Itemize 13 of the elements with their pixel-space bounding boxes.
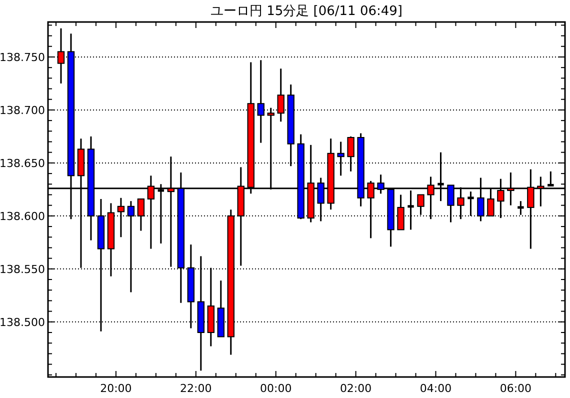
x-tick-label: 04:00 bbox=[420, 382, 452, 395]
x-tick-label: 02:00 bbox=[340, 382, 372, 395]
x-tick-label: 20:00 bbox=[100, 382, 132, 395]
x-tick-label: 22:00 bbox=[180, 382, 212, 395]
y-tick-label: 138.500 bbox=[0, 316, 45, 329]
y-tick-label: 138.700 bbox=[0, 104, 45, 117]
y-tick-label: 138.550 bbox=[0, 262, 45, 276]
y-tick-label: 138.650 bbox=[0, 156, 45, 170]
y-tick-label: 138.750 bbox=[0, 50, 45, 64]
chart-title: ユーロ円 15分足 [06/11 06:49] bbox=[210, 4, 403, 19]
x-tick-label: 00:00 bbox=[260, 382, 292, 395]
y-tick-label: 138.600 bbox=[0, 210, 45, 223]
x-tick-label: 06:00 bbox=[500, 382, 532, 395]
